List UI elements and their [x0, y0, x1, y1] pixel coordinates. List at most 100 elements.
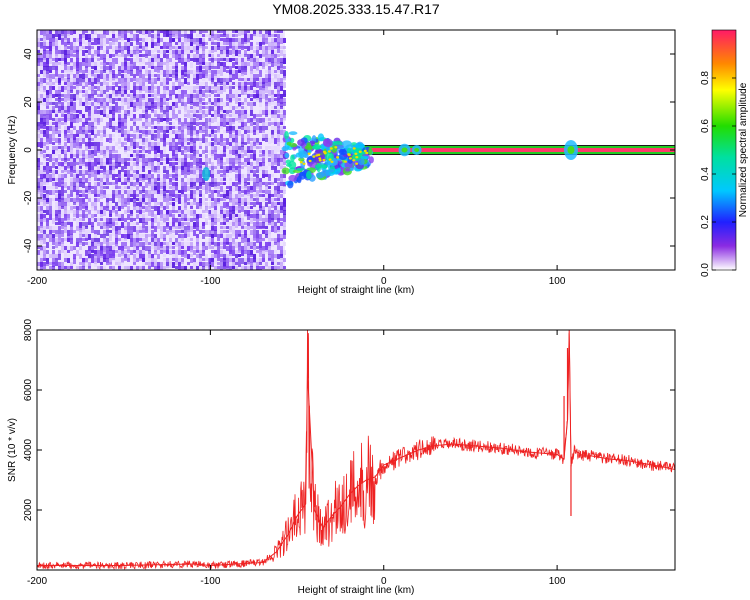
noise-cell	[112, 246, 115, 252]
noise-cell	[100, 118, 103, 122]
noise-cell	[163, 194, 166, 200]
noise-cell	[124, 202, 127, 207]
noise-cell	[220, 166, 223, 169]
noise-cell	[88, 194, 91, 199]
noise-cell	[76, 202, 79, 205]
noise-cell	[73, 62, 76, 67]
noise-cell	[235, 258, 238, 262]
noise-cell	[181, 50, 184, 54]
noise-cell	[166, 46, 169, 49]
noise-cell	[64, 158, 67, 164]
noise-cell	[235, 126, 238, 130]
noise-cell	[115, 250, 118, 253]
noise-cell	[217, 258, 220, 261]
noise-cell	[238, 70, 241, 73]
noise-cell	[142, 174, 145, 180]
noise-cell	[169, 166, 172, 170]
noise-cell	[85, 170, 88, 175]
noise-cell	[106, 50, 109, 54]
noise-cell	[163, 150, 166, 155]
noise-cell	[232, 130, 235, 133]
noise-cell	[97, 178, 100, 181]
noise-cell	[73, 230, 76, 233]
noise-cell	[241, 178, 244, 183]
noise-cell	[82, 182, 85, 188]
noise-cell	[49, 166, 52, 171]
noise-cell	[157, 150, 160, 153]
noise-cell	[223, 130, 226, 133]
noise-cell	[145, 174, 148, 180]
noise-cell	[235, 166, 238, 172]
noise-cell	[205, 46, 208, 49]
noise-cell	[232, 94, 235, 100]
noise-cell	[103, 154, 106, 158]
noise-cell	[265, 250, 268, 254]
noise-cell	[40, 266, 43, 270]
noise-cell	[232, 118, 235, 124]
blob-cell	[317, 133, 325, 142]
noise-cell	[115, 42, 118, 45]
noise-cell	[82, 114, 85, 119]
noise-cell	[115, 234, 118, 239]
noise-cell	[154, 74, 157, 77]
noise-cell	[112, 58, 115, 64]
noise-cell	[277, 82, 280, 87]
noise-cell	[217, 146, 220, 150]
noise-cell	[70, 150, 73, 154]
noise-cell	[208, 142, 211, 146]
noise-cell	[109, 134, 112, 140]
noise-cell	[43, 34, 46, 39]
noise-cell	[79, 230, 82, 235]
noise-cell	[55, 222, 58, 225]
noise-cell	[190, 86, 193, 90]
noise-cell	[172, 106, 175, 111]
noise-cell	[196, 74, 199, 80]
noise-cell	[103, 146, 106, 152]
noise-cell	[67, 234, 70, 240]
noise-cell	[241, 202, 244, 205]
noise-cell	[271, 114, 274, 118]
noise-cell	[109, 246, 112, 251]
noise-cell	[121, 114, 124, 118]
noise-cell	[85, 206, 88, 212]
blob-cell	[285, 159, 292, 165]
noise-cell	[43, 226, 46, 232]
noise-cell	[127, 250, 130, 253]
blob-cell	[368, 156, 374, 164]
noise-cell	[133, 218, 136, 221]
noise-cell	[49, 78, 52, 82]
noise-cell	[61, 146, 64, 151]
noise-cell	[244, 70, 247, 75]
noise-cell	[211, 238, 214, 244]
noise-cell	[160, 242, 163, 248]
noise-cell	[217, 142, 220, 145]
noise-cell	[130, 242, 133, 247]
noise-cell	[175, 254, 178, 258]
noise-cell	[139, 242, 142, 247]
noise-cell	[136, 142, 139, 148]
noise-cell	[169, 162, 172, 168]
noise-cell	[79, 130, 82, 135]
noise-cell	[121, 94, 124, 97]
noise-cell	[79, 34, 82, 39]
noise-cell	[256, 246, 259, 249]
blob-cell	[281, 146, 289, 152]
noise-cell	[61, 94, 64, 97]
noise-cell	[154, 150, 157, 154]
noise-cell	[163, 218, 166, 223]
noise-cell	[190, 42, 193, 46]
blob-cell	[341, 140, 352, 148]
noise-cell	[43, 30, 46, 36]
noise-cell	[94, 102, 97, 108]
noise-cell	[259, 238, 262, 244]
noise-cell	[103, 134, 106, 137]
noise-cell	[175, 134, 178, 139]
noise-cell	[160, 186, 163, 189]
noise-cell	[136, 206, 139, 210]
noise-cell	[193, 190, 196, 194]
noise-cell	[169, 174, 172, 177]
noise-cell	[262, 190, 265, 193]
noise-cell	[157, 46, 160, 50]
noise-cell	[241, 134, 244, 138]
noise-cell	[91, 130, 94, 135]
